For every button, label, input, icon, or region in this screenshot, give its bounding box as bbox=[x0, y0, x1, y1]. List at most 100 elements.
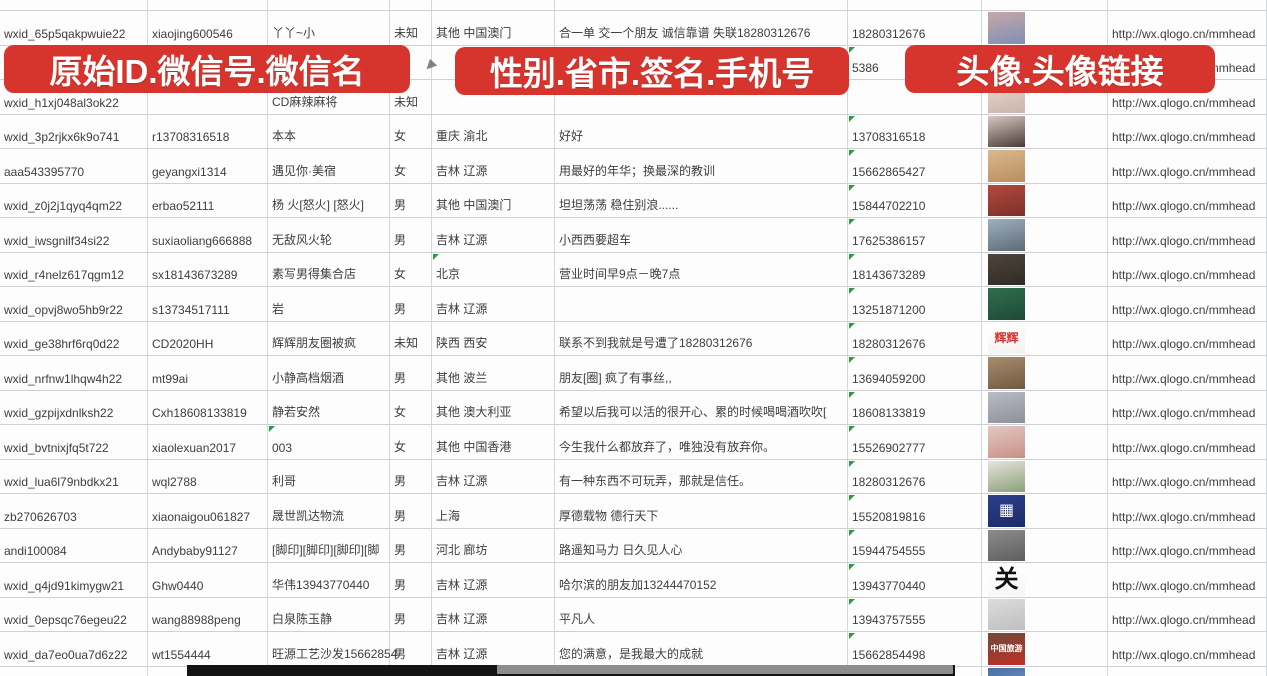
cell-avatar[interactable] bbox=[982, 459, 1108, 494]
cell-empty[interactable] bbox=[1108, 0, 1267, 11]
cell-region[interactable]: 吉林 辽源 bbox=[432, 149, 555, 184]
cell-wechat_id[interactable]: CD2020HH bbox=[148, 321, 268, 356]
avatar-image[interactable] bbox=[988, 460, 1025, 492]
cell-region[interactable]: 北京 bbox=[432, 252, 555, 287]
cell-empty[interactable] bbox=[148, 0, 268, 11]
cell-phone[interactable]: 13943757555 bbox=[848, 597, 982, 632]
cell-empty[interactable] bbox=[555, 0, 848, 11]
cell-region[interactable]: 吉林 辽源 bbox=[432, 459, 555, 494]
cell-wechat_id[interactable]: wt1554444 bbox=[148, 632, 268, 667]
cell-gender[interactable]: 女 bbox=[390, 425, 432, 460]
cell-avatar[interactable] bbox=[982, 425, 1108, 460]
cell-region[interactable]: 陕西 西安 bbox=[432, 321, 555, 356]
cell-phone[interactable]: 13943770440 bbox=[848, 563, 982, 598]
cell-gender[interactable]: 男 bbox=[390, 356, 432, 391]
cell-signature[interactable]: 联系不到我就是号遭了18280312676 bbox=[555, 321, 848, 356]
cell-avatar[interactable] bbox=[982, 287, 1108, 322]
avatar-image[interactable] bbox=[988, 598, 1025, 630]
avatar-image[interactable] bbox=[988, 184, 1025, 216]
avatar-image[interactable] bbox=[988, 288, 1025, 320]
cell-name[interactable]: 本本 bbox=[268, 114, 390, 149]
cell-gender[interactable]: 未知 bbox=[390, 11, 432, 46]
avatar-image[interactable] bbox=[988, 426, 1025, 458]
cell-gender[interactable]: 女 bbox=[390, 390, 432, 425]
avatar-image[interactable]: 辉辉 bbox=[988, 322, 1025, 354]
cell-phone[interactable]: 18280312676 bbox=[848, 11, 982, 46]
cell-avatar[interactable] bbox=[982, 252, 1108, 287]
cell-phone[interactable]: 18143673289 bbox=[848, 252, 982, 287]
cell-avatar[interactable] bbox=[982, 11, 1108, 46]
cell-signature[interactable]: 今生我什么都放弃了，唯独没有放弃你。 bbox=[555, 425, 848, 460]
cell-link[interactable]: http://wx.qlogo.cn/mmhead bbox=[1108, 356, 1267, 391]
cell-wxid[interactable]: wxid_nrfnw1lhqw4h22 bbox=[0, 356, 148, 391]
cell-name[interactable]: 白泉陈玉静 bbox=[268, 597, 390, 632]
cell-phone[interactable]: 18280312676 bbox=[848, 321, 982, 356]
cell-empty[interactable] bbox=[982, 0, 1108, 11]
cell-name[interactable]: 小静高档烟酒 bbox=[268, 356, 390, 391]
cell-link[interactable] bbox=[1108, 666, 1267, 676]
cell-name[interactable]: 岩 bbox=[268, 287, 390, 322]
cell-link[interactable]: http://wx.qlogo.cn/mmhead bbox=[1108, 218, 1267, 253]
cell-signature[interactable]: 用最好的年华；换最深的教训 bbox=[555, 149, 848, 184]
scrollbar-thumb[interactable] bbox=[497, 665, 953, 674]
cell-link[interactable]: http://wx.qlogo.cn/mmhead bbox=[1108, 563, 1267, 598]
cell-signature[interactable]: 平凡人 bbox=[555, 597, 848, 632]
cell-signature[interactable]: 合一单 交一个朋友 诚信靠谱 失联18280312676 bbox=[555, 11, 848, 46]
cell-avatar[interactable] bbox=[982, 218, 1108, 253]
cell-wechat_id[interactable]: xiaojing600546 bbox=[148, 11, 268, 46]
cell-wxid[interactable]: wxid_r4nelz617qgm12 bbox=[0, 252, 148, 287]
cell-wechat_id[interactable]: mt99ai bbox=[148, 356, 268, 391]
avatar-image[interactable] bbox=[988, 357, 1025, 389]
cell-region[interactable]: 吉林 辽源 bbox=[432, 597, 555, 632]
cell-name[interactable]: CD麻辣麻将 bbox=[268, 80, 390, 115]
cell-wechat_id[interactable]: geyangxi1314 bbox=[148, 149, 268, 184]
cell-name[interactable]: [脚印][脚印][脚印][脚 bbox=[268, 528, 390, 563]
cell-empty[interactable] bbox=[0, 0, 148, 11]
cell-signature[interactable]: 营业时间早9点－晚7点 bbox=[555, 252, 848, 287]
cell-avatar[interactable] bbox=[982, 597, 1108, 632]
cell-phone[interactable]: 15520819816 bbox=[848, 494, 982, 529]
cell-phone[interactable]: 13708316518 bbox=[848, 114, 982, 149]
cell-signature[interactable]: 朋友[圈] 疯了有事丝,, bbox=[555, 356, 848, 391]
cell-wechat_id[interactable]: Ghw0440 bbox=[148, 563, 268, 598]
cell-link[interactable]: http://wx.qlogo.cn/mmhead bbox=[1108, 494, 1267, 529]
cell-wxid[interactable] bbox=[0, 666, 148, 676]
cell-phone[interactable]: 13694059200 bbox=[848, 356, 982, 391]
cell-gender[interactable]: 女 bbox=[390, 114, 432, 149]
cell-name[interactable]: 003 bbox=[268, 425, 390, 460]
cell-link[interactable]: http://wx.qlogo.cn/mmhead bbox=[1108, 390, 1267, 425]
cell-gender[interactable]: 女 bbox=[390, 149, 432, 184]
cell-wxid[interactable]: wxid_3p2rjkx6k9o741 bbox=[0, 114, 148, 149]
cell-wxid[interactable]: wxid_bvtnixjfq5t722 bbox=[0, 425, 148, 460]
cell-link[interactable]: http://wx.qlogo.cn/mmhead bbox=[1108, 252, 1267, 287]
cell-phone[interactable]: 13251871200 bbox=[848, 287, 982, 322]
cell-gender[interactable]: 男 bbox=[390, 563, 432, 598]
cell-avatar[interactable]: 辉辉 bbox=[982, 321, 1108, 356]
cell-gender[interactable]: 女 bbox=[390, 252, 432, 287]
cell-wxid[interactable]: wxid_65p5qakpwuie22 bbox=[0, 11, 148, 46]
avatar-image[interactable] bbox=[988, 667, 1025, 676]
cell-phone[interactable]: 18280312676 bbox=[848, 459, 982, 494]
avatar-image[interactable] bbox=[988, 219, 1025, 251]
horizontal-scrollbar[interactable] bbox=[187, 665, 955, 676]
cell-signature[interactable]: 坦坦荡荡 稳住别浪...... bbox=[555, 183, 848, 218]
cell-link[interactable]: http://wx.qlogo.cn/mmhead bbox=[1108, 149, 1267, 184]
avatar-image[interactable]: 关 bbox=[988, 564, 1025, 596]
cell-wxid[interactable]: wxid_ge38hrf6rq0d22 bbox=[0, 321, 148, 356]
cell-gender[interactable]: 男 bbox=[390, 494, 432, 529]
cell-wechat_id[interactable]: s13734517111 bbox=[148, 287, 268, 322]
cell-region[interactable]: 河北 廊坊 bbox=[432, 528, 555, 563]
cell-wechat_id[interactable]: xiaolexuan2017 bbox=[148, 425, 268, 460]
cell-region[interactable]: 吉林 辽源 bbox=[432, 632, 555, 667]
cell-wxid[interactable]: aaa543395770 bbox=[0, 149, 148, 184]
avatar-image[interactable] bbox=[988, 391, 1025, 423]
cell-wxid[interactable]: wxid_gzpijxdnlksh22 bbox=[0, 390, 148, 425]
cell-signature[interactable]: 好好 bbox=[555, 114, 848, 149]
cell-name[interactable]: 利哥 bbox=[268, 459, 390, 494]
cell-link[interactable]: http://wx.qlogo.cn/mmhead bbox=[1108, 287, 1267, 322]
cell-region[interactable]: 吉林 辽源 bbox=[432, 218, 555, 253]
cell-empty[interactable] bbox=[432, 0, 555, 11]
cell-gender[interactable]: 男 bbox=[390, 528, 432, 563]
cell-region[interactable]: 其他 中国澳门 bbox=[432, 183, 555, 218]
cell-signature[interactable]: 小西西要超车 bbox=[555, 218, 848, 253]
